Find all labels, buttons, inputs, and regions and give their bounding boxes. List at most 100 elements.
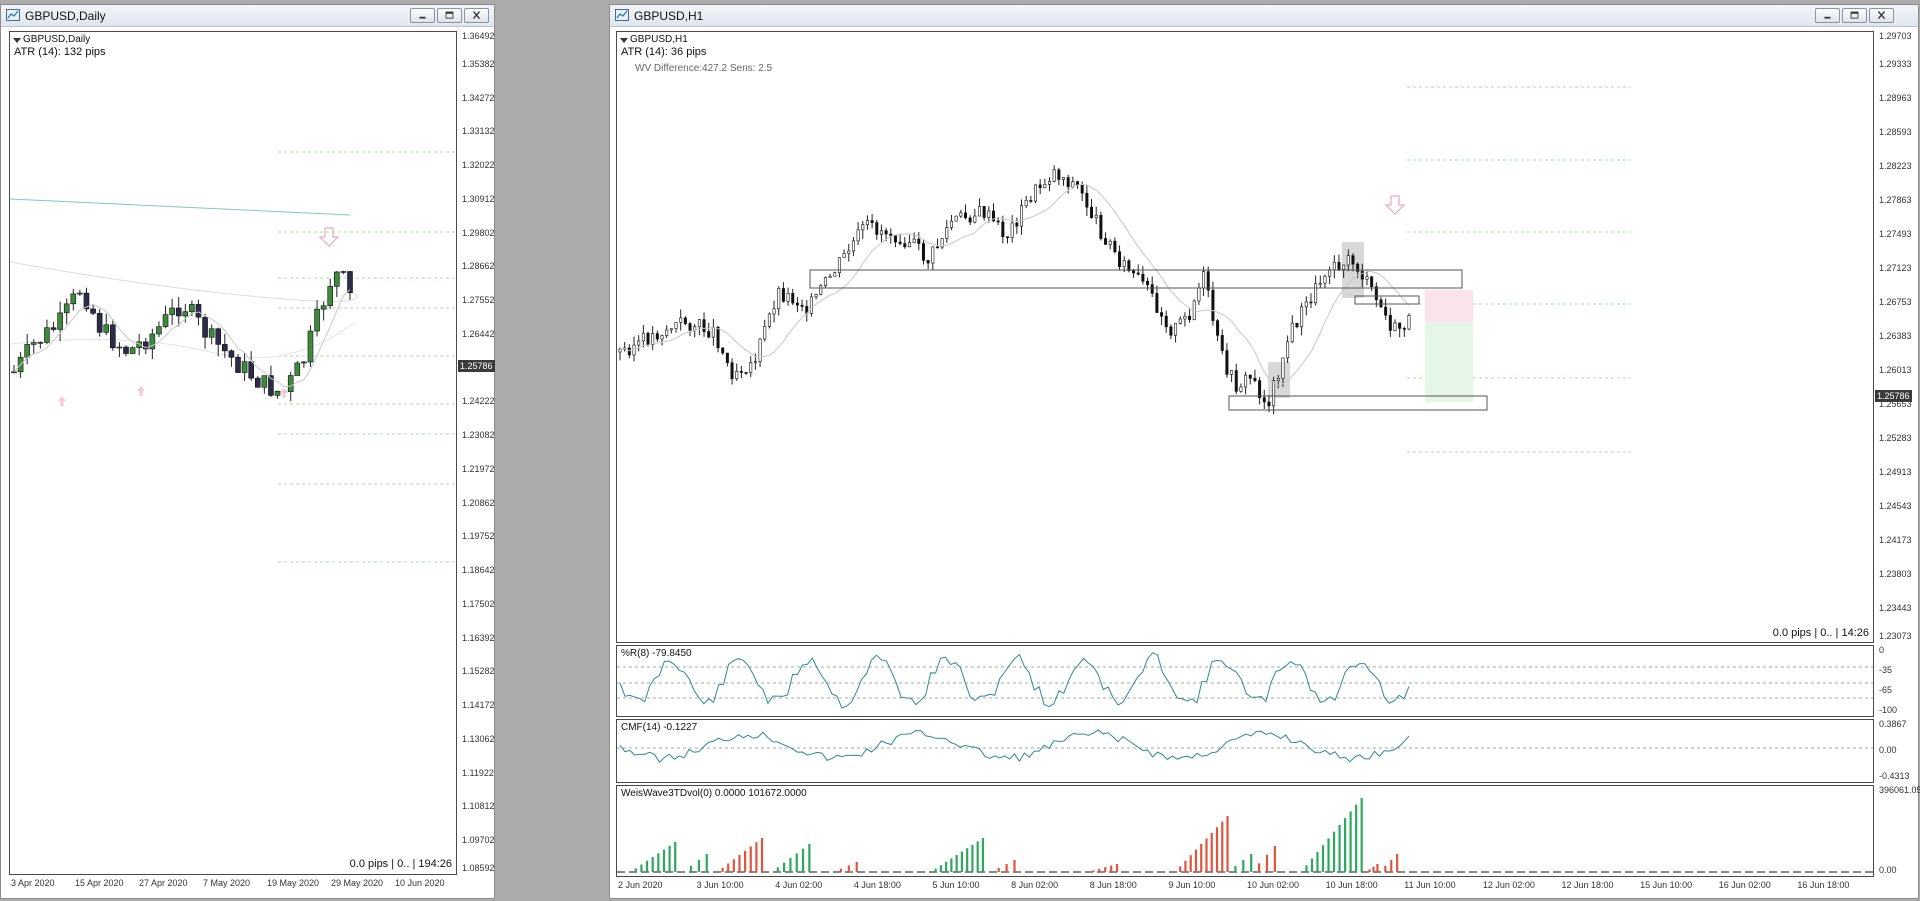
price-tick-label: 1.13062 [462, 733, 495, 744]
price-tick-label: 1.24173 [1879, 535, 1912, 545]
weis-wave-bar [1226, 816, 1229, 872]
candle-body [861, 224, 865, 231]
candle-body [1150, 284, 1154, 294]
candle-body [1300, 306, 1304, 328]
candle-body [103, 324, 110, 333]
time-tick-label: 12 Jun 02:00 [1482, 880, 1535, 890]
candle-body [889, 233, 893, 236]
price-tick-label: 1.28963 [1879, 93, 1912, 103]
price-tick-label: 1.17502 [462, 598, 495, 609]
candle-body [1001, 221, 1005, 238]
candle-body [334, 271, 340, 287]
time-axis[interactable]: 3 Apr 2020 15 Apr 2020 27 Apr 2020 7 May 20… [9, 877, 457, 891]
candle-body [1122, 260, 1126, 267]
candle-body [842, 253, 846, 258]
weis-wave-bar [950, 858, 953, 872]
weis-wave-bar [755, 842, 758, 872]
price-tick-label: 1.19752 [462, 531, 495, 542]
candle-body [781, 288, 785, 302]
chevron-down-icon [13, 38, 21, 43]
candle-body [1286, 341, 1290, 359]
candle-body [1080, 184, 1084, 194]
candle-body [1346, 255, 1350, 266]
candle-body [156, 326, 162, 335]
time-tick-label: 10 Jun 2020 [395, 878, 445, 888]
weis-wave-bar [1194, 849, 1198, 872]
daily-candles-svg [10, 151, 456, 563]
indicator-level-label: 0.00 [1879, 745, 1897, 755]
daily-price-plot[interactable]: GBPUSD,Daily ATR (14): 132 pips 0.0 pips… [9, 31, 457, 875]
candle-body [935, 246, 939, 249]
weis-wave-bar [1396, 854, 1399, 872]
candle-body [162, 314, 169, 327]
weis-wave-bar [1349, 811, 1352, 872]
time-axis[interactable]: 2 Jun 2020 3 Jun 10:00 4 Jun 02:00 4 Jun 18… [616, 879, 1874, 893]
indicator-level-label: 0.00 [1879, 865, 1897, 875]
daily-chart-window[interactable]: GBPUSD,Daily GBPUSD,Daily ATR (14): 132 … [0, 4, 495, 899]
weis-wave-panel[interactable]: WeisWave3TDvol(0) 0.0000 101672.0000 [616, 785, 1874, 877]
candle-body [739, 371, 743, 373]
candle-body [945, 227, 949, 239]
weis-wave-bar [789, 858, 792, 872]
candle-body [57, 312, 63, 330]
price-tick-label: 1.08592 [462, 863, 495, 873]
window-titlebar[interactable]: GBPUSD,Daily [1, 5, 494, 27]
weis-wave-bar [1390, 860, 1393, 872]
candle-body [669, 328, 673, 331]
close-button[interactable] [464, 8, 489, 23]
candle-body [44, 327, 50, 343]
price-tick-label: 1.24543 [1879, 501, 1912, 511]
indicator-level-label: -100 [1879, 705, 1898, 715]
candle-body [63, 303, 70, 314]
weis-wave-bar [971, 844, 974, 872]
cmf-panel[interactable]: CMF(14) -0.1227 [616, 719, 1874, 783]
candle-body [940, 238, 944, 248]
minimize-button[interactable] [410, 8, 435, 23]
candle-body [1248, 374, 1252, 379]
candle-body [301, 361, 307, 364]
candle-body [618, 348, 622, 353]
candle-body [1318, 282, 1322, 285]
close-button[interactable] [1869, 8, 1894, 23]
price-tick-label: 1.24913 [1879, 467, 1912, 477]
h1-chart-window[interactable]: GBPUSD,H1 GBPUSD,H1 ATR (14): 36 pips WV… [609, 4, 1920, 899]
candle-body [1356, 263, 1360, 272]
candle-body [1351, 255, 1355, 265]
candle-body [83, 292, 90, 310]
candle-body [1225, 350, 1229, 375]
time-tick-label: 3 Jun 10:00 [696, 880, 744, 890]
minimize-button[interactable] [1815, 8, 1840, 23]
candle-body [1099, 214, 1103, 239]
price-axis[interactable]: 1.29703 1.29333 1.28963 1.28593 1.28223 1.278… [1875, 31, 1919, 643]
candle-body [1230, 370, 1234, 375]
window-titlebar[interactable]: GBPUSD,H1 [610, 5, 1918, 27]
candle-body [202, 316, 208, 338]
candle-body [1398, 322, 1402, 329]
h1-price-plot[interactable]: GBPUSD,H1 ATR (14): 36 pips WV Differenc… [616, 31, 1874, 643]
weis-wave-bar [1250, 854, 1253, 872]
price-tick-label: 1.32022 [462, 160, 495, 171]
weis-wave-bar [1355, 804, 1358, 872]
candle-body [856, 229, 860, 242]
maximize-button[interactable] [437, 8, 462, 23]
time-tick-label: 2 Jun 2020 [618, 880, 663, 890]
candle-body [1365, 276, 1369, 280]
weis-wave-bar [1115, 864, 1119, 872]
cmf-axis: 0.3867 0.00 -0.4313 [1875, 719, 1919, 783]
williams-r-panel[interactable]: %R(8) -79.8450 [616, 645, 1874, 717]
candle-body [665, 329, 669, 336]
candle-body [809, 296, 813, 314]
time-tick-label: 19 May 2020 [267, 878, 320, 888]
candle-body [977, 206, 981, 217]
candle-body [968, 217, 972, 223]
candle-body [182, 311, 189, 317]
maximize-button[interactable] [1842, 8, 1867, 23]
candle-body [1164, 315, 1168, 328]
price-axis[interactable]: 1.36492 1.35382 1.34272 1.33132 1.32022 1.309… [458, 31, 496, 875]
price-tick-label: 1.26442 [462, 328, 495, 339]
candle-body [688, 323, 692, 331]
candle-body [1048, 181, 1052, 185]
candle-body [921, 243, 925, 261]
candle-body [749, 362, 753, 373]
candle-body [1094, 214, 1098, 219]
